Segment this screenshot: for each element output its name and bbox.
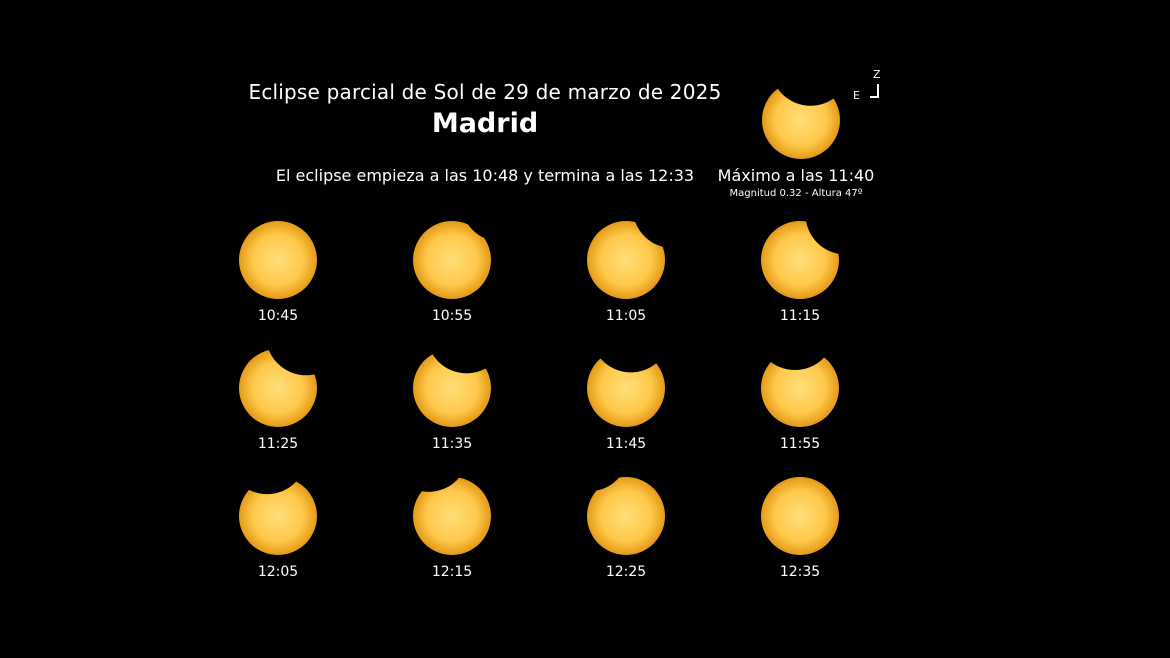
moon-shadow <box>465 220 492 241</box>
orientation-corner-icon <box>870 84 879 98</box>
moon-shadow <box>586 476 621 492</box>
moon-shadow <box>412 476 461 492</box>
sun-disc <box>761 477 839 555</box>
sun-disc <box>761 349 839 427</box>
moon-shadow <box>634 220 666 248</box>
phase-time-label: 11:25 <box>257 436 299 452</box>
eclipse-span-text: El eclipse empieza a las 10:48 y termina… <box>275 166 695 185</box>
phase-time-label: 12:05 <box>257 564 299 580</box>
phase-time-label: 11:15 <box>779 308 821 324</box>
east-label: E <box>853 89 860 102</box>
eclipse-phase-sun <box>238 476 317 555</box>
sun-disc <box>587 221 665 299</box>
orientation-indicator: Z E <box>848 68 888 108</box>
maximum-info: Máximo a las 11:40 Magnitud 0.32 - Altur… <box>706 166 886 199</box>
phase-time-label: 11:55 <box>779 436 821 452</box>
moon-shadow <box>594 348 666 373</box>
eclipse-phase-sun <box>239 221 317 299</box>
eclipse-phase-sun <box>761 220 840 299</box>
eclipse-phase-sun <box>413 220 492 299</box>
moon-shadow <box>760 348 831 371</box>
eclipse-phase-sun <box>413 348 492 427</box>
phase-time-label: 11:05 <box>605 308 647 324</box>
sun-disc <box>413 477 491 555</box>
sun-disc <box>239 477 317 555</box>
maximum-time: Máximo a las 11:40 <box>717 166 875 185</box>
moon-shadow <box>238 476 301 495</box>
phase-time-label: 12:25 <box>605 564 647 580</box>
sun-disc <box>239 221 317 299</box>
eclipse-phase-sun <box>760 348 839 427</box>
sun-disc <box>413 221 491 299</box>
phase-time-label: 11:45 <box>605 436 647 452</box>
moon-shadow <box>773 80 841 106</box>
phase-time-label: 11:35 <box>431 436 473 452</box>
moon-shadow <box>429 348 492 374</box>
eclipse-phase-sun <box>239 348 318 427</box>
eclipse-phase-sun <box>761 477 839 555</box>
maximum-details: Magnitud 0.32 - Altura 47º <box>729 188 863 199</box>
maximum-sun <box>762 80 841 159</box>
phase-time-label: 12:35 <box>779 564 821 580</box>
sun-disc <box>587 477 665 555</box>
eclipse-title: Eclipse parcial de Sol de 29 de marzo de… <box>248 80 722 104</box>
city-name: Madrid <box>431 108 539 139</box>
eclipse-phase-sun <box>587 220 666 299</box>
moon-shadow <box>268 348 318 376</box>
eclipse-phase-sun <box>586 476 665 555</box>
north-label: Z <box>873 68 881 81</box>
moon-shadow <box>805 220 840 255</box>
phase-time-label: 10:45 <box>257 308 299 324</box>
eclipse-phase-sun <box>412 476 491 555</box>
phase-time-label: 10:55 <box>431 308 473 324</box>
eclipse-phase-sun <box>587 348 666 427</box>
phase-time-label: 12:15 <box>431 564 473 580</box>
